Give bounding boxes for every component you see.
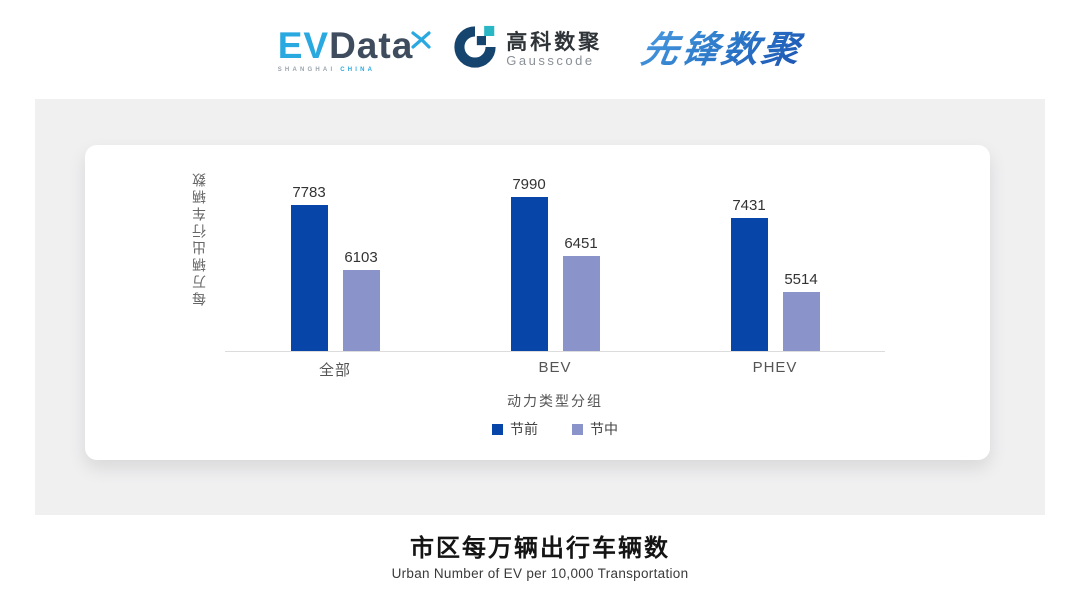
bar-value-label: 7990 [512, 176, 546, 193]
chart-subtitle: Urban Number of EV per 10,000 Transporta… [391, 566, 689, 581]
legend-swatch [572, 423, 583, 435]
gausscode-logo-text: 高科数聚 Gausscode [506, 31, 602, 68]
evdata-star-icon [411, 19, 431, 56]
bar-节前-全部 [290, 205, 328, 351]
bar-value-label: 7783 [292, 184, 326, 201]
bar-value-label: 5514 [784, 271, 818, 288]
category-axis: 全部 BEV PHEV [225, 359, 885, 380]
evdata-data-text: Data [329, 24, 414, 66]
bar-节前-PHEV [730, 218, 768, 351]
evdata-china-text: CHINA [340, 66, 376, 73]
bar-column: 6451 [562, 235, 600, 351]
x-axis-title: 动力类型分组 [507, 393, 603, 409]
bar-group-全部: 7783 6103 [290, 184, 380, 351]
category-label-全部: 全部 [318, 362, 351, 379]
gausscode-logo: 高科数聚 Gausscode [453, 25, 602, 74]
legend-item-节前: 节前 [492, 419, 538, 439]
category-label-BEV: BEV [538, 359, 572, 376]
gausscode-en-text: Gausscode [506, 52, 595, 68]
chart-panel: 每万辆出行车辆数 7783 6103 7990 6451 7431 5514 全部 BEV P… [35, 99, 1045, 515]
evdata-ev-text: EV [277, 24, 330, 66]
evdata-shanghai-text: SHANGHAI [277, 66, 336, 73]
bar-value-label: 6103 [344, 249, 378, 266]
y-axis-title-wrap: 每万辆出行车辆数 [189, 163, 209, 313]
bar-group-BEV: 7990 6451 [510, 176, 600, 351]
bar-column: 7783 [290, 184, 328, 351]
bar-节中-全部 [342, 270, 380, 351]
bar-节中-PHEV [782, 292, 820, 351]
chart-main-title: 市区每万辆出行车辆数 [410, 535, 670, 562]
chart-card: 每万辆出行车辆数 7783 6103 7990 6451 7431 5514 全部 BEV P… [85, 145, 990, 460]
category-label-PHEV: PHEV [752, 359, 798, 376]
header-logo-bar: EVData SHANGHAI CHINA [0, 0, 1080, 99]
gausscode-icon [453, 25, 497, 74]
legend-label: 节前 [510, 421, 538, 437]
legend-label: 节中 [590, 421, 618, 437]
bar-column: 5514 [782, 271, 820, 351]
evdata-logo-subtext: SHANGHAI CHINA [278, 67, 375, 73]
legend: 节前 节中 [225, 419, 885, 439]
evdata-logo-text: EVData [277, 24, 431, 66]
bar-column: 6103 [342, 249, 380, 351]
bar-column: 7990 [510, 176, 548, 351]
legend-item-节中: 节中 [572, 419, 618, 439]
bar-节中-BEV [562, 256, 600, 351]
bar-value-label: 7431 [732, 197, 766, 214]
bar-group-PHEV: 7431 5514 [730, 197, 820, 351]
bar-value-label: 6451 [564, 235, 598, 252]
legend-swatch [492, 423, 503, 435]
plot-area: 7783 6103 7990 6451 7431 5514 [225, 145, 885, 352]
bar-column: 7431 [730, 197, 768, 351]
y-axis-title: 每万辆出行车辆数 [191, 170, 207, 306]
evdata-logo: EVData SHANGHAI CHINA [277, 24, 431, 73]
bar-节前-BEV [510, 197, 548, 351]
gausscode-cn-text: 高科数聚 [506, 30, 603, 54]
pioneer-data-logo: 先锋数聚 [638, 29, 806, 70]
